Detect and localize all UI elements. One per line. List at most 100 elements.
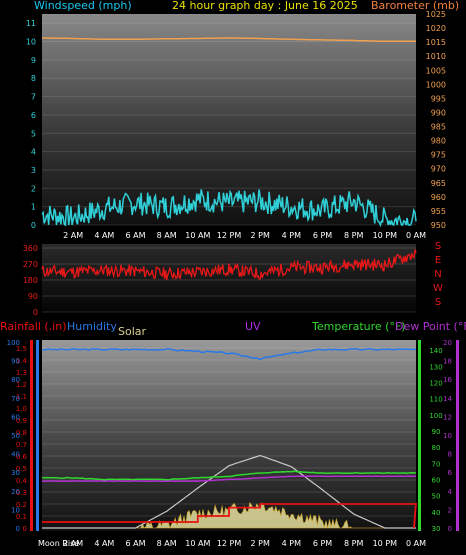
time-tick-label: 4 PM: [282, 539, 301, 548]
climate-time-axis: 2 AM 4 AM 6 AM 8 AM 10 AM 12 PM 2 PM 4 PM 6 PM 8 …: [63, 539, 426, 548]
time-tick-label: 10 AM: [185, 539, 210, 548]
rain-tick-label: 1.0: [16, 405, 27, 413]
moon-rise-label: Moon Rise: [38, 539, 79, 548]
legend-dewpoint: Dew Point (°F): [395, 320, 466, 333]
time-tick-label: 8 PM: [344, 231, 363, 240]
legend-humidity: Humidity: [67, 320, 117, 333]
temperature-tick-label: 40: [432, 509, 441, 517]
barometer-tick-label: 995: [431, 94, 446, 103]
humidity-tick-label: 30: [11, 469, 20, 477]
barometer-tick-label: 1005: [426, 66, 446, 75]
barometer-tick-label: 1010: [426, 52, 446, 61]
direction-panel: [42, 244, 416, 312]
uv-line: [42, 454, 416, 529]
rain-tick-label: 0.2: [16, 501, 27, 509]
rainfall-line: [42, 502, 417, 529]
time-tick-label: 10 PM: [373, 231, 398, 240]
uv-tick-label: 20: [443, 339, 452, 347]
uv-tick-label: 16: [443, 376, 452, 384]
direction-axis: 0 90 180 270 360: [23, 244, 38, 317]
compass-tick-label: S: [435, 241, 441, 252]
temperature-tick-label: 140: [429, 347, 442, 355]
barometer-tick-label: 965: [431, 179, 446, 188]
humidity-tick-label: 70: [11, 395, 20, 403]
windspeed-axis: 0 1 2 3 4 5 6 7 8 9 10 11: [26, 19, 36, 230]
time-tick-label: 8 AM: [157, 231, 177, 240]
temperature-tick-label: 50: [432, 493, 441, 501]
windspeed-tick-label: 11: [26, 19, 36, 28]
rain-tick-label: 1.3: [16, 369, 27, 377]
direction-tick-label: 180: [23, 276, 38, 285]
temperature-tick-label: 80: [432, 444, 441, 452]
barometer-tick-label: 975: [431, 151, 446, 160]
humidity-tick-label: 60: [11, 413, 20, 421]
humidity-tick-label: 100: [7, 339, 20, 347]
time-tick-label: 8 PM: [344, 539, 363, 548]
windspeed-tick-label: 4: [31, 148, 36, 157]
barometer-tick-label: 980: [431, 137, 446, 146]
barometer-tick-label: 1015: [426, 38, 446, 47]
climate-panel: [42, 340, 416, 531]
compass-tick-label: W: [433, 283, 443, 294]
temperature-line: [41, 470, 417, 481]
windspeed-tick-label: 10: [26, 38, 36, 47]
time-tick-label: 6 PM: [313, 539, 332, 548]
rain-tick-label: 0.1: [16, 513, 27, 521]
temperature-tick-label: 100: [429, 412, 442, 420]
rain-axis: 0 0.1 0.2 0.3 0.4 0.5 0.6 0.7 0.8 0.9 1.0 1.1 1.2 1.3…: [16, 345, 28, 533]
wind-panel-grid: [42, 22, 416, 226]
uv-tick-label: 0: [448, 525, 452, 533]
temperature-tick-label: 130: [429, 363, 442, 371]
uv-tick-label: 10: [443, 432, 452, 440]
barometer-axis: 950 955 960 965 970 975 980 985 990 995 1000 1005 10…: [426, 10, 446, 230]
barometer-line: [41, 37, 416, 43]
humidity-tick-label: 20: [11, 488, 20, 496]
time-tick-label: 12 PM: [217, 539, 242, 548]
header-title: 24 hour graph day : June 16 2025: [172, 0, 358, 12]
rain-tick-label: 1.1: [16, 393, 27, 401]
rain-axis-bar: [30, 340, 33, 531]
temperature-tick-label: 30: [432, 525, 441, 533]
barometer-tick-label: 990: [431, 108, 446, 117]
uv-tick-label: 18: [443, 358, 452, 366]
legend-rainfall: Rainfall (.in): [0, 320, 67, 333]
time-tick-label: 10 PM: [373, 539, 398, 548]
legend-uv: UV: [245, 320, 261, 333]
barometer-tick-label: 1025: [426, 10, 446, 19]
rain-tick-label: 0.4: [16, 477, 28, 485]
rain-tick-label: 0.6: [16, 453, 28, 461]
barometer-tick-label: 960: [431, 193, 446, 202]
time-tick-label: 8 AM: [157, 539, 177, 548]
humidity-axis: 0 10 20 30 40 50 60 70 80 90 100: [7, 339, 20, 533]
rain-tick-label: 0.9: [16, 417, 27, 425]
time-tick-label: 2 AM: [63, 231, 83, 240]
humidity-tick-label: 10: [11, 506, 20, 514]
humidity-tick-label: 80: [11, 376, 20, 384]
rain-tick-label: 1.2: [16, 381, 27, 389]
time-tick-label: 4 AM: [94, 231, 114, 240]
windspeed-line: [41, 189, 417, 228]
time-tick-label: 6 PM: [313, 231, 332, 240]
windspeed-tick-label: 5: [31, 129, 36, 138]
time-tick-label: 10 AM: [185, 231, 210, 240]
legend-solar: Solar: [118, 325, 147, 338]
barometer-tick-label: 970: [431, 165, 446, 174]
windspeed-tick-label: 7: [31, 93, 36, 102]
windspeed-tick-label: 2: [31, 184, 36, 193]
windspeed-tick-label: 0: [31, 221, 36, 230]
rain-tick-label: 0.8: [16, 429, 27, 437]
wind-time-axis: 2 AM 4 AM 6 AM 8 AM 10 AM 12 PM 2 PM 4 PM 6 PM 8 …: [63, 231, 426, 240]
uv-tick-label: 2: [448, 506, 452, 514]
uv-axis: 0 2 4 6 8 10 12 14 16 18 20: [443, 339, 452, 533]
direction-tick-label: 0: [33, 308, 38, 317]
time-tick-label: 4 PM: [282, 231, 301, 240]
direction-tick-label: 360: [23, 244, 38, 253]
rain-tick-label: 0.3: [16, 489, 27, 497]
uv-tick-label: 12: [443, 413, 452, 421]
windspeed-tick-label: 6: [31, 111, 36, 120]
uv-axis-bar: [456, 340, 459, 531]
rain-tick-label: 0: [23, 525, 27, 533]
wind-direction-line: [41, 249, 417, 281]
rain-tick-label: 1.5: [16, 345, 27, 353]
